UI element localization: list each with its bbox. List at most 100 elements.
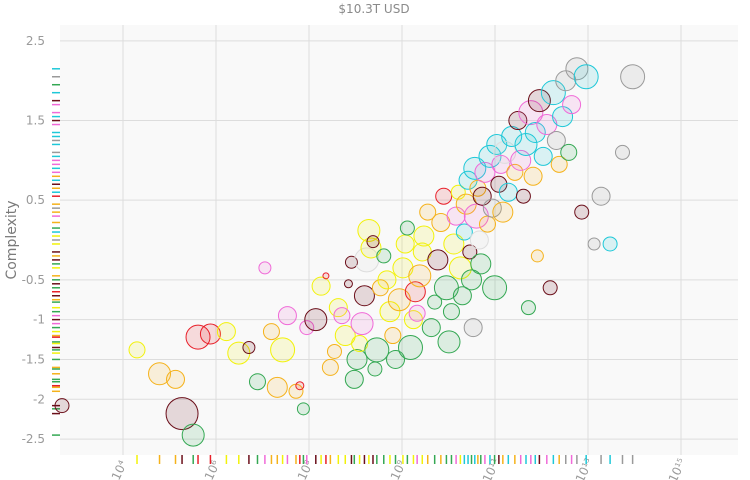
y-tick-label: 1.5 (26, 114, 45, 128)
data-point (311, 276, 331, 296)
data-point (343, 279, 353, 289)
gridlines (60, 25, 738, 455)
data-point (482, 275, 508, 301)
y-axis-title: Complexity (4, 200, 20, 279)
y-tick-label: 0.5 (26, 193, 45, 207)
data-point (367, 361, 383, 377)
data-point (344, 369, 364, 389)
data-point (602, 236, 618, 252)
data-point (248, 373, 266, 391)
data-point (395, 234, 415, 254)
data-point (216, 322, 236, 342)
data-point (546, 130, 566, 150)
data-point (542, 280, 558, 296)
data-point (455, 223, 473, 241)
data-point (165, 397, 199, 431)
data-point (351, 335, 369, 353)
x-tick-label: 10⁹ (388, 458, 409, 480)
data-point (296, 402, 310, 416)
data-point (334, 325, 356, 347)
data-point (614, 144, 630, 160)
data-point (560, 143, 578, 161)
data-point (492, 201, 514, 223)
y-tick-label: -2 (33, 392, 45, 406)
data-point (550, 155, 568, 173)
data-point (518, 100, 544, 126)
data-point (376, 248, 392, 264)
data-point (181, 423, 205, 447)
data-point (397, 335, 423, 360)
data-point (437, 330, 461, 354)
data-point (326, 343, 342, 359)
data-point (506, 163, 524, 181)
data-point (427, 249, 449, 271)
axis-ticks: 2.5 1.5 0.5 -0.5 -1 -1.5 -2 -2.5 10⁴ 10⁶ 10⁸ 10⁹ 10¹… (22, 34, 689, 480)
data-point (530, 249, 544, 263)
data-point (270, 337, 296, 363)
data-point (350, 312, 374, 336)
data-point (266, 376, 288, 398)
y-tick-label: -1 (33, 313, 45, 327)
data-point (379, 301, 401, 323)
data-point (364, 337, 390, 363)
data-point (304, 308, 328, 332)
data-point (354, 247, 380, 273)
data-point (527, 89, 551, 113)
data-point (524, 122, 546, 143)
data-point (242, 341, 256, 354)
data-point (574, 204, 590, 220)
data-point (386, 349, 406, 369)
data-point (321, 358, 339, 376)
data-point (514, 132, 538, 156)
plot-background (60, 25, 738, 455)
data-point (427, 294, 443, 310)
y-tick-label: -0.5 (22, 273, 45, 287)
data-point (258, 261, 272, 275)
data-point (469, 230, 489, 250)
data-point (199, 323, 221, 345)
data-point (515, 188, 531, 204)
y-rug (52, 68, 60, 436)
data-point (478, 215, 496, 233)
data-point (333, 307, 351, 325)
data-point (442, 303, 460, 321)
data-point (435, 187, 453, 205)
data-points (54, 57, 646, 447)
data-point (462, 244, 478, 260)
data-point (562, 95, 582, 115)
data-point (498, 182, 518, 202)
data-point (148, 362, 172, 386)
data-point (277, 306, 297, 326)
data-point (377, 270, 397, 290)
data-point (322, 272, 330, 280)
data-point (470, 253, 492, 275)
x-tick-label: 10⁴ (109, 458, 130, 480)
data-point (446, 206, 466, 226)
data-point (508, 111, 528, 131)
x-tick-label: 10¹⁵ (666, 456, 689, 480)
data-point (413, 225, 435, 247)
data-point (166, 369, 186, 389)
data-point (520, 300, 536, 316)
data-point (620, 64, 646, 90)
chart-title: $10.3T USD (338, 2, 409, 16)
data-point (421, 318, 441, 338)
data-point (461, 269, 483, 291)
data-point (419, 203, 437, 221)
data-point (54, 398, 70, 414)
data-point (128, 341, 146, 359)
data-point (360, 237, 382, 259)
data-point (443, 233, 465, 255)
data-point (387, 288, 411, 312)
y-tick-label: 2.5 (26, 34, 45, 48)
x-tick-label: 10⁸ (295, 458, 316, 480)
data-point (262, 323, 280, 341)
data-point (408, 304, 426, 322)
data-point (493, 140, 517, 164)
y-tick-label: -2.5 (22, 432, 45, 446)
data-point (185, 324, 211, 350)
data-point (408, 264, 432, 288)
data-point (523, 166, 543, 186)
x-rug (136, 455, 634, 464)
